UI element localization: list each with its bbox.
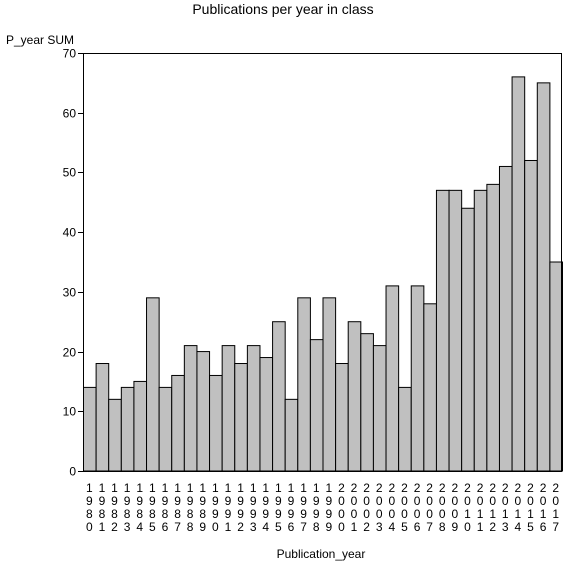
bar-1992 [234,363,248,472]
bar-2010 [461,207,475,472]
bar-2000 [335,363,349,472]
bar-2011 [473,189,488,472]
bar-1997 [297,297,311,472]
bar-1996 [284,398,299,472]
bar-2006 [410,285,425,472]
x-axis-label: Publication_year [277,547,366,561]
y-tick-label-3: 30 [63,286,77,300]
bar-1987 [171,374,185,472]
bar-1995 [272,321,286,472]
bar-2003 [372,345,387,472]
bar-2017 [549,261,564,472]
bar-1988 [183,345,198,472]
bar-2001 [347,321,362,472]
bar-2013 [498,165,513,472]
bar-1985 [146,297,160,472]
bar-1983 [120,386,135,472]
bar-1980 [83,386,97,472]
y-tick-label-5: 50 [63,166,77,180]
bar-1990 [209,374,223,472]
bar-2012 [486,183,500,472]
plot-frame [83,53,562,472]
bar-1989 [196,351,211,472]
bar-2015 [524,159,538,472]
bar-1998 [309,339,324,472]
x-tick-labels: 1 9 8 0 1 9 8 1 1 9 8 2 1 9 8 3 1 9 8 4 1 9 8 5 1 9 8 6 1 9 8 7 1 9 8 8 1 9 8 9… [86,481,559,534]
chart-title: Publications per year in class [192,1,373,17]
bars-group [83,76,564,472]
y-axis-label: P_year SUM [6,33,74,47]
bar-1984 [133,380,148,472]
bar-2002 [360,333,374,472]
y-tick-label-7: 70 [63,47,77,61]
bar-1993 [246,345,261,472]
bar-2014 [511,76,526,472]
bar-2005 [398,386,412,472]
bar-2009 [448,189,463,472]
bar-1986 [158,386,173,472]
bar-1999 [322,297,337,472]
y-tick-label-6: 60 [63,107,77,121]
bar-2004 [385,285,400,472]
y-tick-label-0: 0 [69,465,76,479]
bar-1981 [95,363,110,472]
y-tick-label-4: 40 [63,226,77,240]
bar-2016 [536,82,551,472]
y-tick-label-1: 10 [63,405,77,419]
bar-1994 [259,357,274,472]
y-axis: 0 10 20 30 40 50 60 70 [63,47,83,479]
bar-2007 [423,303,437,472]
y-tick-label-2: 20 [63,346,77,360]
bar-1991 [221,345,236,472]
bar-2008 [435,189,450,472]
bar-1982 [108,398,122,472]
